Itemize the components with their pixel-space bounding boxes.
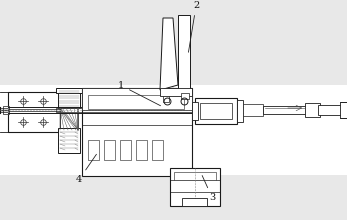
Bar	[200, 103, 232, 119]
Bar	[170, 168, 220, 206]
Bar	[82, 88, 192, 176]
Bar	[58, 128, 80, 153]
Bar	[174, 172, 216, 180]
Bar	[56, 108, 82, 112]
Bar	[60, 108, 78, 133]
Bar	[8, 92, 60, 132]
Bar	[237, 100, 243, 122]
Bar	[0, 85, 347, 175]
Bar	[56, 88, 82, 93]
Bar	[182, 198, 207, 206]
Bar	[152, 140, 163, 160]
Bar	[160, 88, 192, 96]
Text: 4: 4	[76, 154, 96, 184]
Text: 1: 1	[118, 81, 161, 106]
Bar	[136, 140, 147, 160]
Bar	[192, 102, 198, 120]
Bar	[340, 102, 347, 118]
Bar	[163, 96, 169, 102]
Bar	[82, 88, 192, 110]
Bar	[305, 103, 320, 117]
Bar	[58, 90, 80, 108]
Bar	[178, 15, 190, 93]
Polygon shape	[160, 18, 178, 90]
Bar	[120, 140, 131, 160]
Text: 2: 2	[188, 1, 199, 52]
Bar	[263, 106, 313, 114]
Bar	[243, 104, 263, 116]
Bar	[88, 140, 99, 160]
Bar	[88, 95, 184, 109]
Bar	[195, 98, 237, 124]
Bar	[181, 93, 189, 99]
Bar	[318, 105, 347, 115]
Bar	[3, 106, 9, 114]
Text: 3: 3	[202, 176, 215, 202]
Bar	[104, 140, 115, 160]
